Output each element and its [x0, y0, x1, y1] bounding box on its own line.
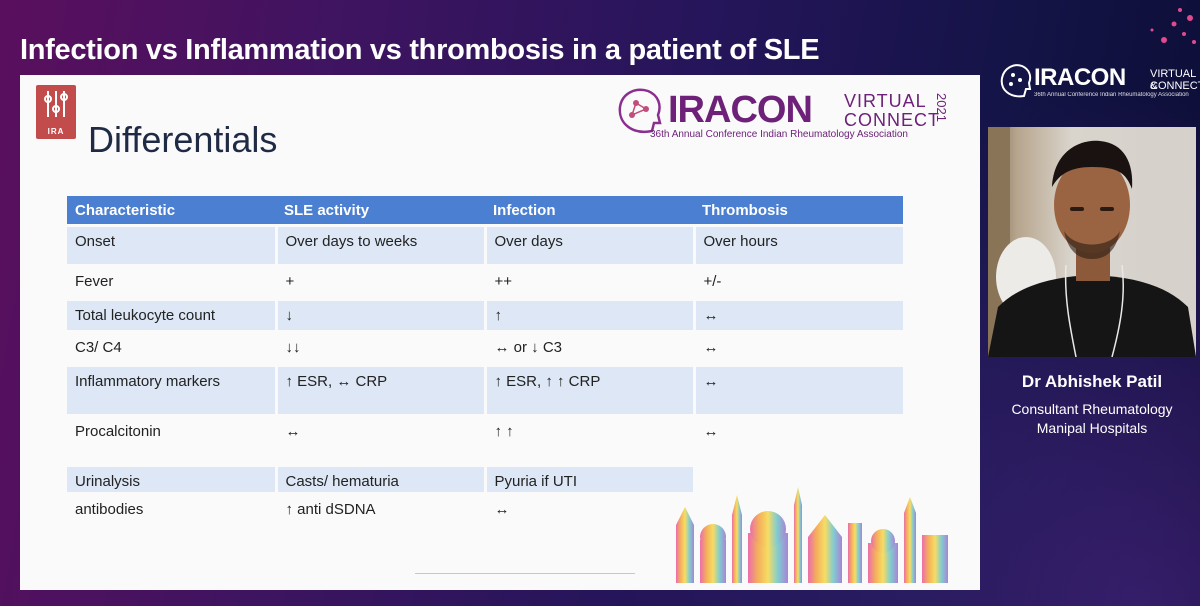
ira-circuit-icon [44, 91, 68, 117]
table-cell: ↑ anti dSDNA [274, 493, 485, 524]
table-cell: +/- [692, 265, 903, 300]
table-cell: Over hours [692, 225, 903, 266]
iracon-subtitle: 36th Annual Conference Indian Rheumatolo… [650, 129, 908, 140]
table-row: Inflammatory markers ↑ ESR, ↔ CRP ↑ ESR,… [67, 365, 903, 416]
speaker-name: Dr Abhishek Patil [1021, 372, 1163, 391]
iracon-year: 2021 [934, 93, 949, 122]
table-cell: ↔ [483, 493, 694, 524]
table-cell: antibodies [75, 501, 144, 518]
iracon-logo: IRACON VIRTUAL CONNECT 2021 36th Annual … [612, 83, 952, 143]
table-cell: ↔ or ↓ C3 [483, 331, 694, 366]
table-cell: ↔ [692, 331, 903, 366]
table-cell: Urinalysis [67, 465, 276, 494]
table-cell: Onset [67, 225, 276, 266]
differentials-table: Characteristic SLE activity Infection Th… [67, 193, 903, 524]
table-row: C3/ C4 ↓↓ ↔ or ↓ C3 ↔ [67, 331, 903, 366]
table-row: Urinalysis Casts/ hematuria Pyuria if UT… [67, 465, 903, 494]
speaker-portrait [988, 127, 1196, 357]
decorative-dots-icon [1150, 8, 1196, 44]
india-skyline-illustration [676, 487, 948, 583]
table-cell: Inflammatory markers [67, 365, 276, 416]
table-cell: ++ [483, 265, 694, 300]
table-cell: Total leukocyte count [67, 299, 276, 332]
slide-title: Differentials [88, 119, 278, 160]
table-row: Onset Over days to weeks Over days Over … [67, 225, 903, 266]
slide: IRA Differentials IRACON VIRTUAL CONNECT… [20, 75, 980, 590]
badge-subtitle: 36th Annual Conference Indian Rheumatolo… [1034, 92, 1189, 98]
badge-connect: CONNECT [1150, 80, 1200, 92]
table-cell: Casts/ hematuria [274, 465, 485, 494]
table-cell: Over days to weeks [274, 225, 485, 266]
table-cell: ↔ [692, 299, 903, 332]
iracon-wordmark: IRACON [668, 89, 813, 131]
brain-head-icon [1000, 64, 1032, 98]
brain-head-icon [618, 88, 662, 134]
table-cell: + [274, 265, 485, 300]
header-sle-activity: SLE activity [276, 194, 485, 226]
table-header-row: Characteristic SLE activity Infection Th… [67, 194, 903, 226]
header-infection: Infection [485, 194, 694, 226]
table-cell: Procalcitonin [75, 423, 161, 440]
ira-logo-text: IRA [47, 127, 65, 136]
table-cell: ↓ [274, 299, 485, 332]
table-cell: ↔ [692, 365, 903, 416]
table-cell: ↑ ↑ [483, 415, 694, 466]
table-cell: Fever [75, 273, 114, 290]
badge-wordmark: IRACON [1034, 64, 1126, 91]
table-row: Fever + ++ +/- [67, 265, 903, 300]
speaker-organization: Manipal Hospitals [1036, 420, 1148, 436]
table-cell: Pyuria if UTI [483, 465, 694, 494]
speaker-role: Consultant Rheumatology [1011, 401, 1173, 417]
header-characteristic: Characteristic [67, 194, 276, 226]
table-cell: ↑ ESR, ↑ ↑ CRP [483, 365, 694, 416]
speaker-video [988, 127, 1196, 357]
badge-virtual: VIRTUAL & [1150, 68, 1196, 92]
session-title: Infection vs Inflammation vs thrombosis … [20, 34, 820, 66]
table-row: Total leukocyte count ↓ ↑ ↔ [67, 299, 903, 332]
table-cell: ↔ [274, 415, 485, 466]
iracon-virtual: VIRTUAL [844, 91, 927, 111]
table-cell: ↔ [692, 415, 903, 466]
header-thrombosis: Thrombosis [694, 194, 903, 226]
iracon-badge: IRACON VIRTUAL & CONNECT 36th Annual Con… [996, 60, 1200, 104]
slide-footer-line [415, 573, 635, 574]
table-cell: ↓↓ [274, 331, 485, 366]
table-cell: C3/ C4 [75, 339, 122, 356]
table-row: Procalcitonin ↔ ↑ ↑ ↔ [67, 415, 903, 466]
table-cell: ↑ ESR, ↔ CRP [274, 365, 485, 416]
ira-logo: IRA [36, 85, 76, 139]
table-cell: ↑ [483, 299, 694, 332]
table-cell: Over days [483, 225, 694, 266]
iracon-connect: CONNECT [844, 110, 940, 130]
